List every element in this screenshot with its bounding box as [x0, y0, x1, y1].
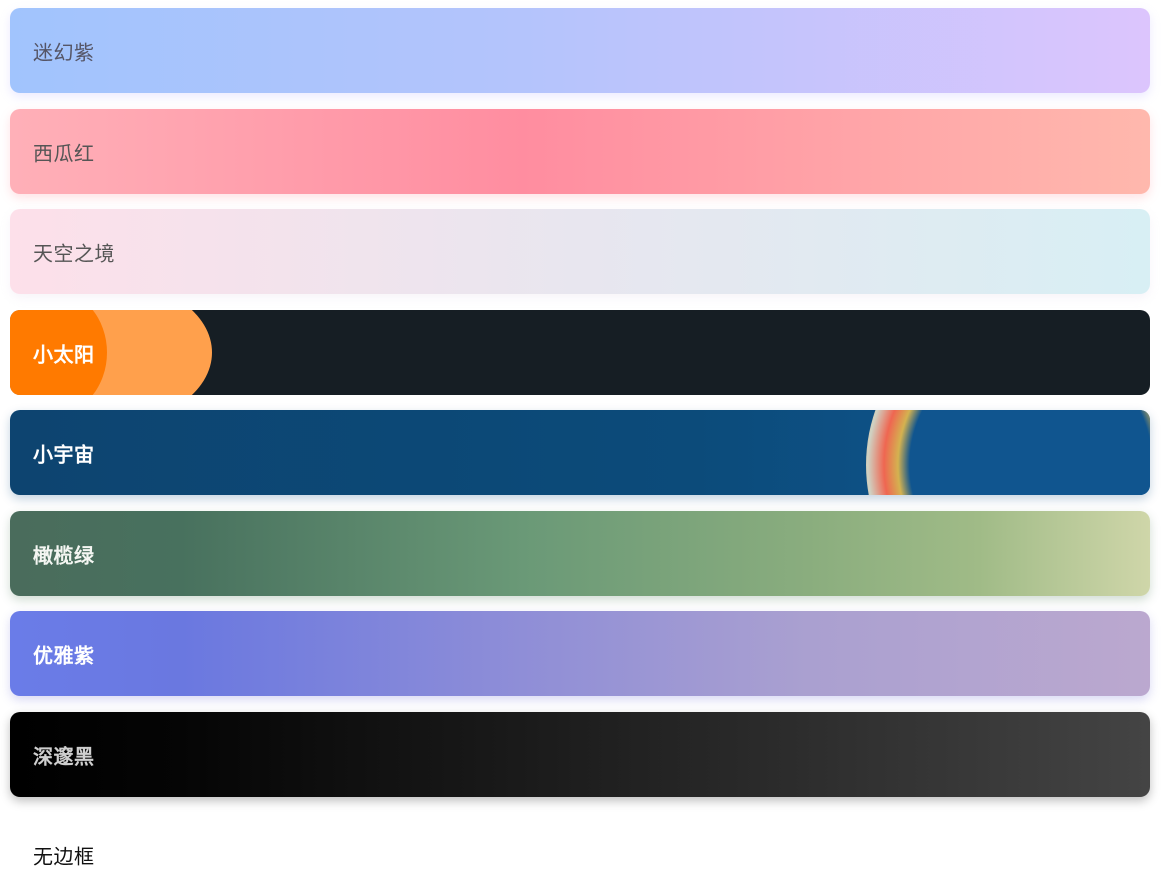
theme-option-label: 小太阳: [33, 342, 95, 366]
theme-option-label: 优雅紫: [33, 643, 95, 667]
theme-option-sky-mirror[interactable]: 天空之境: [10, 209, 1150, 294]
theme-option-label: 深邃黑: [33, 744, 95, 768]
theme-option-deep-black[interactable]: 深邃黑: [10, 712, 1150, 797]
theme-option-label: 小宇宙: [33, 442, 95, 466]
theme-option-label: 迷幻紫: [33, 40, 95, 64]
theme-option-psychedelic-purple[interactable]: 迷幻紫: [10, 8, 1150, 93]
theme-option-label: 无边框: [33, 844, 95, 868]
planet-ring-decoration: [866, 410, 1150, 495]
theme-option-olive-green[interactable]: 橄榄绿: [10, 511, 1150, 596]
theme-option-watermelon-red[interactable]: 西瓜红: [10, 109, 1150, 194]
theme-option-label: 橄榄绿: [33, 543, 95, 567]
theme-option-borderless[interactable]: 无边框: [10, 812, 1150, 886]
theme-option-little-cosmos[interactable]: 小宇宙: [10, 410, 1150, 495]
theme-option-little-sun[interactable]: 小太阳: [10, 310, 1150, 395]
theme-option-label: 西瓜红: [33, 141, 95, 165]
theme-option-label: 天空之境: [33, 241, 115, 265]
theme-option-elegant-purple[interactable]: 优雅紫: [10, 611, 1150, 696]
